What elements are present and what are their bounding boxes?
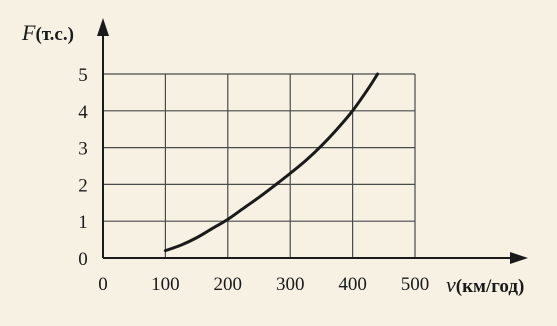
axes (97, 18, 528, 264)
x-tick-label-100: 100 (151, 274, 180, 295)
y-axis-label: F(т.с.) (21, 20, 74, 45)
x-tick-label-400: 400 (338, 274, 367, 295)
x-axis-arrow (510, 252, 528, 264)
tick-labels: 0 100 200 300 400 500 0 1 2 3 4 5 (78, 65, 429, 295)
x-tick-label-500: 500 (401, 274, 430, 295)
x-axis-label: v(км/год) (446, 272, 524, 297)
x-tick-label-200: 200 (214, 274, 243, 295)
y-tick-label-3: 3 (78, 139, 88, 160)
y-tick-label-2: 2 (78, 175, 88, 196)
series-line (163, 72, 380, 253)
y-axis-unit: (т.с.) (35, 24, 74, 45)
x-axis-unit: (км/год) (456, 276, 525, 297)
x-axis-variable: v (446, 272, 456, 297)
y-tick-label-4: 4 (78, 102, 88, 123)
y-tick-label-0: 0 (78, 249, 88, 270)
y-axis-variable: F (21, 20, 36, 45)
x-tick-label-300: 300 (276, 274, 305, 295)
y-axis-arrow (97, 18, 109, 36)
y-tick-label-5: 5 (78, 65, 88, 86)
y-tick-label-1: 1 (78, 212, 88, 233)
grid (103, 73, 416, 258)
x-tick-label-0: 0 (98, 274, 108, 295)
